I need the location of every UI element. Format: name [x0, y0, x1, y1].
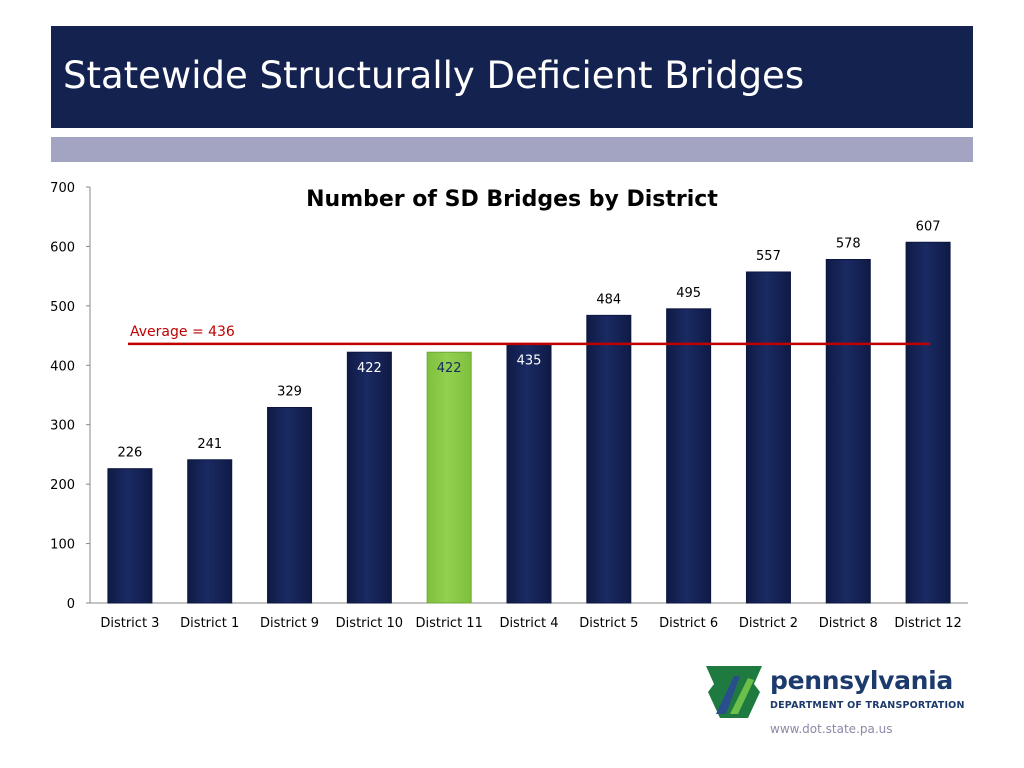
y-tick-label: 0 [67, 597, 75, 612]
x-tick-label: District 3 [100, 616, 159, 631]
bar [107, 468, 153, 604]
x-tick-label: District 5 [579, 616, 638, 631]
y-tick-label: 600 [50, 240, 75, 255]
website-link[interactable]: www.dot.state.pa.us [770, 722, 893, 736]
x-tick-label: District 10 [336, 616, 403, 631]
y-tick-label: 300 [50, 419, 75, 434]
data-label: 329 [277, 384, 302, 399]
y-tick-label: 700 [50, 181, 75, 196]
bar [825, 259, 871, 604]
data-label: 495 [676, 286, 701, 301]
bar [745, 271, 791, 604]
logo-subtitle: DEPARTMENT OF TRANSPORTATION [770, 700, 965, 711]
data-label: 241 [197, 437, 222, 452]
x-tick-label: District 2 [739, 616, 798, 631]
x-tick-label: District 12 [894, 616, 961, 631]
y-tick-label: 400 [50, 359, 75, 374]
x-tick-label: District 11 [415, 616, 482, 631]
data-label: 226 [117, 446, 142, 461]
bar [905, 241, 951, 604]
data-label: 578 [836, 237, 861, 252]
x-tick-label: District 1 [180, 616, 239, 631]
x-tick-label: District 6 [659, 616, 718, 631]
title-underline-band [51, 137, 973, 162]
keystone-logo-icon [706, 666, 762, 718]
data-label: 422 [437, 361, 462, 376]
logo-wordmark: pennsylvania [770, 666, 953, 695]
data-label: 607 [916, 219, 941, 234]
bar [666, 308, 712, 604]
y-tick-label: 500 [50, 300, 75, 315]
penndot-logo: pennsylvania DEPARTMENT OF TRANSPORTATIO… [704, 664, 1004, 744]
data-label: 484 [596, 292, 621, 307]
x-tick-label: District 4 [499, 616, 558, 631]
y-tick-label: 100 [50, 538, 75, 553]
data-label: 435 [517, 353, 542, 368]
y-tick-label: 200 [50, 478, 75, 493]
bar [346, 351, 392, 604]
chart-title: Number of SD Bridges by District [306, 187, 718, 212]
bar [187, 459, 233, 604]
average-label: Average = 436 [130, 324, 235, 340]
slide-title: Statewide Structurally Deficient Bridges [63, 54, 805, 97]
data-label: 557 [756, 249, 781, 264]
bar [267, 406, 313, 604]
x-tick-label: District 9 [260, 616, 319, 631]
bar [506, 343, 552, 604]
title-band: Statewide Structurally Deficient Bridges [51, 26, 973, 128]
bar [426, 351, 472, 604]
x-tick-label: District 8 [819, 616, 878, 631]
data-label: 422 [357, 361, 382, 376]
bar [586, 314, 632, 604]
